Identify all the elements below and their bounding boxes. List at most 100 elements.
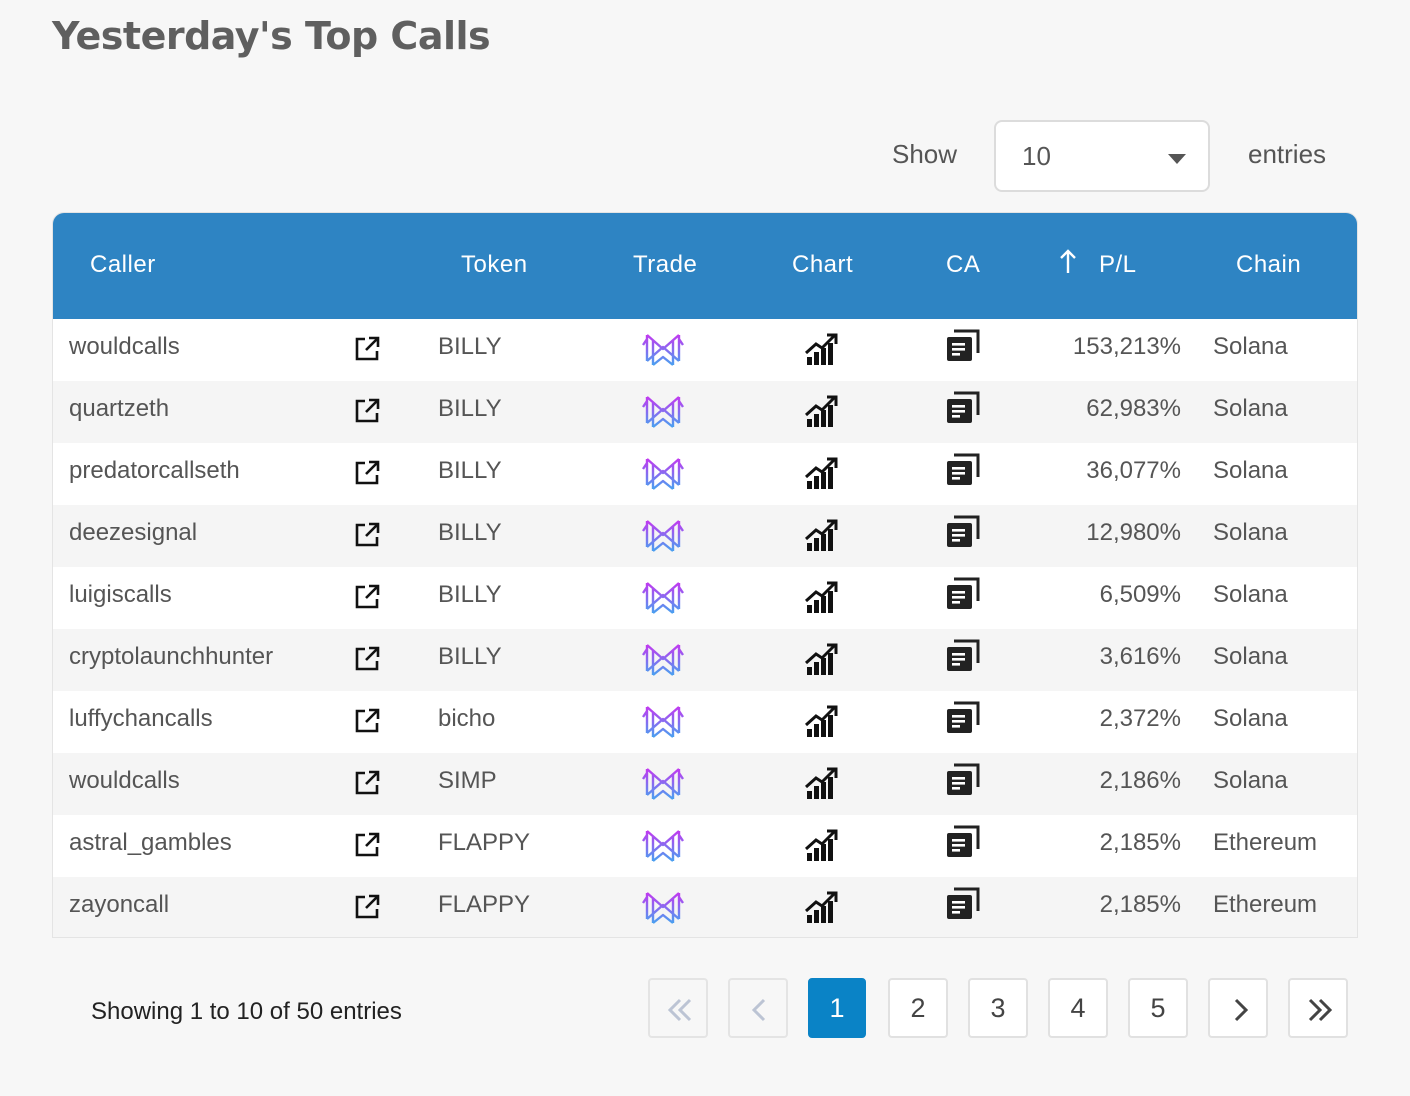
copy-icon[interactable] [945,637,981,673]
double-chevron-right-icon [1308,998,1333,1022]
chart-up-icon[interactable] [803,455,839,491]
token-name: BILLY [438,395,502,422]
chain-name: Solana [1213,705,1288,732]
copy-icon[interactable] [945,451,981,487]
entries-label: entries [1248,139,1327,169]
profit-loss-value: 3,616% [1099,643,1181,670]
token-name: BILLY [438,333,502,360]
trade-logo-icon[interactable] [641,331,685,369]
chart-up-icon[interactable] [803,579,839,615]
chart-up-icon[interactable] [803,765,839,801]
trade-logo-icon[interactable] [641,579,685,617]
copy-icon[interactable] [945,699,981,735]
trade-logo-icon[interactable] [641,889,685,927]
chart-up-icon[interactable] [803,641,839,677]
chevron-right-icon [1234,998,1249,1022]
chart-up-icon[interactable] [803,827,839,863]
header-trade[interactable]: Trade [633,251,698,278]
page-title: Yesterday's Top Calls [52,14,491,58]
chain-name: Solana [1213,767,1288,794]
table-info: Showing 1 to 10 of 50 entries [91,998,402,1025]
external-link-icon[interactable] [353,893,381,921]
header-token[interactable]: Token [461,251,528,278]
page-button-5[interactable]: 5 [1128,978,1188,1038]
table-row: predatorcallseth BILLY 36,077% Solana [53,443,1357,505]
next-page-button[interactable] [1208,978,1268,1038]
trade-logo-icon[interactable] [641,703,685,741]
profit-loss-value: 12,980% [1086,519,1181,546]
copy-icon[interactable] [945,389,981,425]
table-row: wouldcalls SIMP 2,186% Solana [53,753,1357,815]
external-link-icon[interactable] [353,521,381,549]
caller-name: predatorcallseth [69,457,240,484]
trade-logo-icon[interactable] [641,641,685,679]
profit-loss-value: 62,983% [1086,395,1181,422]
token-name: BILLY [438,643,502,670]
page-button-4[interactable]: 4 [1048,978,1108,1038]
external-link-icon[interactable] [353,397,381,425]
copy-icon[interactable] [945,761,981,797]
chart-up-icon[interactable] [803,889,839,925]
first-page-button[interactable] [648,978,708,1038]
trade-logo-icon[interactable] [641,517,685,555]
entries-per-page-value: 10 [1022,141,1051,171]
chain-name: Solana [1213,395,1288,422]
external-link-icon[interactable] [353,583,381,611]
caller-name: luigiscalls [69,581,172,608]
chart-up-icon[interactable] [803,331,839,367]
table-row: deezesignal BILLY 12,980% Solana [53,505,1357,567]
copy-icon[interactable] [945,575,981,611]
show-label: Show [892,139,958,169]
arrow-up-icon[interactable] [1059,249,1077,282]
caller-name: deezesignal [69,519,198,546]
copy-icon[interactable] [945,885,981,921]
external-link-icon[interactable] [353,459,381,487]
caller-name: wouldcalls [69,767,180,794]
table-row: quartzeth BILLY 62,983% Solana [53,381,1357,443]
copy-icon[interactable] [945,823,981,859]
page-button-1[interactable]: 1 [808,978,866,1038]
table-row: luigiscalls BILLY 6,509% Solana [53,567,1357,629]
trade-logo-icon[interactable] [641,765,685,803]
chain-name: Solana [1213,581,1288,608]
external-link-icon[interactable] [353,769,381,797]
external-link-icon[interactable] [353,645,381,673]
chart-up-icon[interactable] [803,517,839,553]
page-button-2[interactable]: 2 [888,978,948,1038]
profit-loss-value: 153,213% [1072,333,1181,360]
trade-logo-icon[interactable] [641,455,685,493]
header-chain[interactable]: Chain [1236,251,1302,278]
trade-logo-icon[interactable] [641,393,685,431]
chevron-left-icon [751,998,766,1022]
last-page-button[interactable] [1288,978,1348,1038]
header-ca[interactable]: CA [946,251,981,278]
copy-icon[interactable] [945,513,981,549]
header-chart[interactable]: Chart [792,251,854,278]
profit-loss-value: 2,185% [1099,829,1181,856]
header-pl[interactable]: P/L [1099,251,1137,278]
double-chevron-left-icon [667,998,692,1022]
trade-logo-icon[interactable] [641,827,685,865]
caret-down-icon [1168,154,1186,164]
caller-name: astral_gambles [69,829,232,856]
chain-name: Solana [1213,519,1288,546]
table-row: luffychancalls bicho 2,372% Solana [53,691,1357,753]
caller-name: wouldcalls [69,333,180,360]
copy-icon[interactable] [945,327,981,363]
chart-up-icon[interactable] [803,393,839,429]
profit-loss-value: 2,186% [1099,767,1181,794]
page-button-3[interactable]: 3 [968,978,1028,1038]
chain-name: Solana [1213,457,1288,484]
external-link-icon[interactable] [353,335,381,363]
entries-per-page-select[interactable]: 10 [994,120,1210,192]
caller-name: cryptolaunchhunter [69,643,274,670]
token-name: SIMP [438,767,497,794]
header-caller[interactable]: Caller [90,251,156,278]
caller-name: quartzeth [69,395,170,422]
token-name: BILLY [438,519,502,546]
previous-page-button[interactable] [728,978,788,1038]
external-link-icon[interactable] [353,707,381,735]
profit-loss-value: 36,077% [1086,457,1181,484]
external-link-icon[interactable] [353,831,381,859]
chart-up-icon[interactable] [803,703,839,739]
